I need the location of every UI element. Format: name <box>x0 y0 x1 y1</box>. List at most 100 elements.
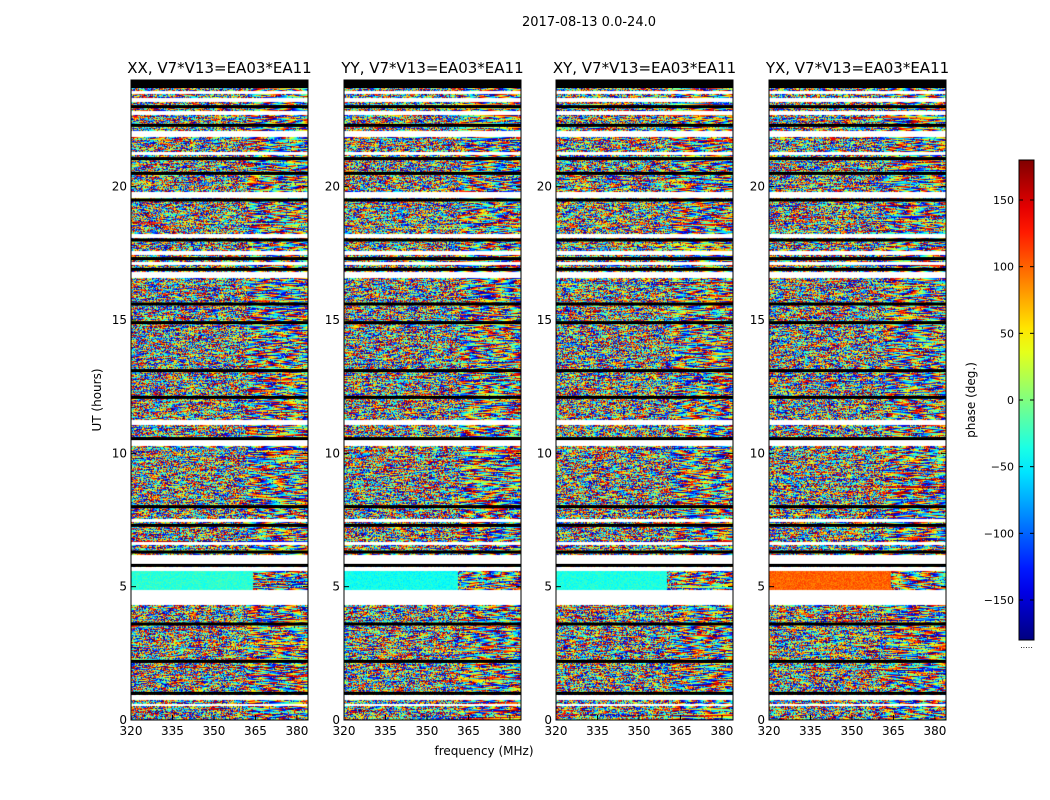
panel-2: YY, V7*V13=EA03*EA11 320 335 350 365 380 0 5 10 1… <box>325 59 524 738</box>
separator-line <box>131 321 308 325</box>
y-tick-label: 20 <box>750 180 765 194</box>
separator-line <box>769 691 946 695</box>
panel-title: YX, V7*V13=EA03*EA11 <box>765 59 949 77</box>
separator-line <box>131 505 308 509</box>
separator-line <box>769 238 946 242</box>
heatmap-image-1 <box>131 80 308 720</box>
separator-line <box>131 171 308 175</box>
separator-line <box>344 523 521 527</box>
separator-line <box>131 437 308 441</box>
separator-line <box>131 369 308 373</box>
x-tick-label: 365 <box>882 724 905 738</box>
separator-line <box>344 123 521 127</box>
separator-line <box>131 691 308 695</box>
separator-line <box>556 267 733 271</box>
figure-suptitle: 2017-08-13 0.0-24.0 <box>522 15 656 30</box>
separator-line <box>769 395 946 399</box>
separator-line <box>769 550 946 554</box>
x-tick-label: 335 <box>374 724 397 738</box>
separator-line <box>769 157 946 161</box>
separator-line <box>131 157 308 161</box>
x-tick-label: 350 <box>416 724 439 738</box>
y-tick-label: 0 <box>757 713 765 727</box>
separator-line <box>344 267 521 271</box>
x-tick-label: 320 <box>120 724 143 738</box>
separator-line <box>344 105 521 109</box>
y-tick-label: 10 <box>750 446 765 460</box>
separator-line <box>131 523 308 527</box>
separator-line <box>556 395 733 399</box>
y-tick-label: 20 <box>537 180 552 194</box>
separator-line <box>769 123 946 127</box>
separator-line <box>344 369 521 373</box>
top-band <box>131 80 308 88</box>
separator-line <box>131 395 308 399</box>
separator-line <box>131 123 308 127</box>
separator-line <box>344 171 521 175</box>
x-tick-label: 380 <box>285 724 308 738</box>
y-tick-label: 0 <box>332 713 340 727</box>
panel-title: YY, V7*V13=EA03*EA11 <box>340 59 523 77</box>
y-tick-label: 20 <box>112 180 127 194</box>
x-tick-label: 380 <box>498 724 521 738</box>
x-tick-label: 350 <box>628 724 651 738</box>
top-band <box>344 80 521 88</box>
y-tick-label: 10 <box>112 446 127 460</box>
x-tick-label: 320 <box>333 724 356 738</box>
separator-line <box>556 105 733 109</box>
separator-line <box>131 302 308 306</box>
x-tick-label: 380 <box>923 724 946 738</box>
y-tick-label: 15 <box>112 313 127 327</box>
panel-4: YX, V7*V13=EA03*EA11 320 335 350 365 380 0 5 10 1… <box>750 59 949 738</box>
separator-line <box>769 523 946 527</box>
separator-line <box>556 505 733 509</box>
separator-line <box>556 659 733 663</box>
axes-frame <box>555 79 734 721</box>
separator-line <box>344 563 521 567</box>
separator-line <box>344 622 521 626</box>
separator-line <box>556 369 733 373</box>
x-tick-label: 320 <box>545 724 568 738</box>
colorbar-tick-label: 50 <box>1000 327 1014 340</box>
colorbar: −150 −100 −50 0 50 100 150 phase (deg.)..... <box>964 159 1035 650</box>
separator-line <box>556 238 733 242</box>
separator-line <box>344 157 521 161</box>
y-tick-label: 15 <box>325 313 340 327</box>
separator-line <box>344 302 521 306</box>
separator-line <box>556 171 733 175</box>
separator-line <box>344 437 521 441</box>
separator-line <box>344 659 521 663</box>
separator-line <box>131 198 308 202</box>
separator-line <box>769 505 946 509</box>
separator-line <box>769 659 946 663</box>
separator-line <box>556 563 733 567</box>
y-tick-label: 0 <box>544 713 552 727</box>
x-tick-label: 335 <box>586 724 609 738</box>
colorbar-extra: ..... <box>1020 641 1033 650</box>
y-tick-label: 10 <box>537 446 552 460</box>
y-tick-label: 10 <box>325 446 340 460</box>
separator-line <box>344 691 521 695</box>
separator-line <box>344 395 521 399</box>
separator-line <box>769 267 946 271</box>
colorbar-tick-label: −100 <box>984 527 1014 540</box>
separator-line <box>556 123 733 127</box>
y-tick-label: 5 <box>544 580 552 594</box>
panels: XX, V7*V13=EA03*EA11 320 335 350 365 380 0 5 10 1… <box>112 59 949 738</box>
separator-line <box>344 505 521 509</box>
panel-title: XY, V7*V13=EA03*EA11 <box>553 59 736 77</box>
y-tick-label: 5 <box>757 580 765 594</box>
panel-title: XX, V7*V13=EA03*EA11 <box>127 59 311 77</box>
top-band <box>556 80 733 88</box>
y-tick-label: 20 <box>325 180 340 194</box>
axes-frame <box>768 79 947 721</box>
separator-line <box>131 267 308 271</box>
y-tick-label: 0 <box>119 713 127 727</box>
colorbar-tick-label: 150 <box>993 194 1014 207</box>
separator-line <box>556 691 733 695</box>
separator-line <box>131 659 308 663</box>
separator-line <box>769 105 946 109</box>
separator-line <box>344 198 521 202</box>
x-axis-label: frequency (MHz) <box>434 744 533 758</box>
colorbar-tick-label: 0 <box>1007 394 1014 407</box>
